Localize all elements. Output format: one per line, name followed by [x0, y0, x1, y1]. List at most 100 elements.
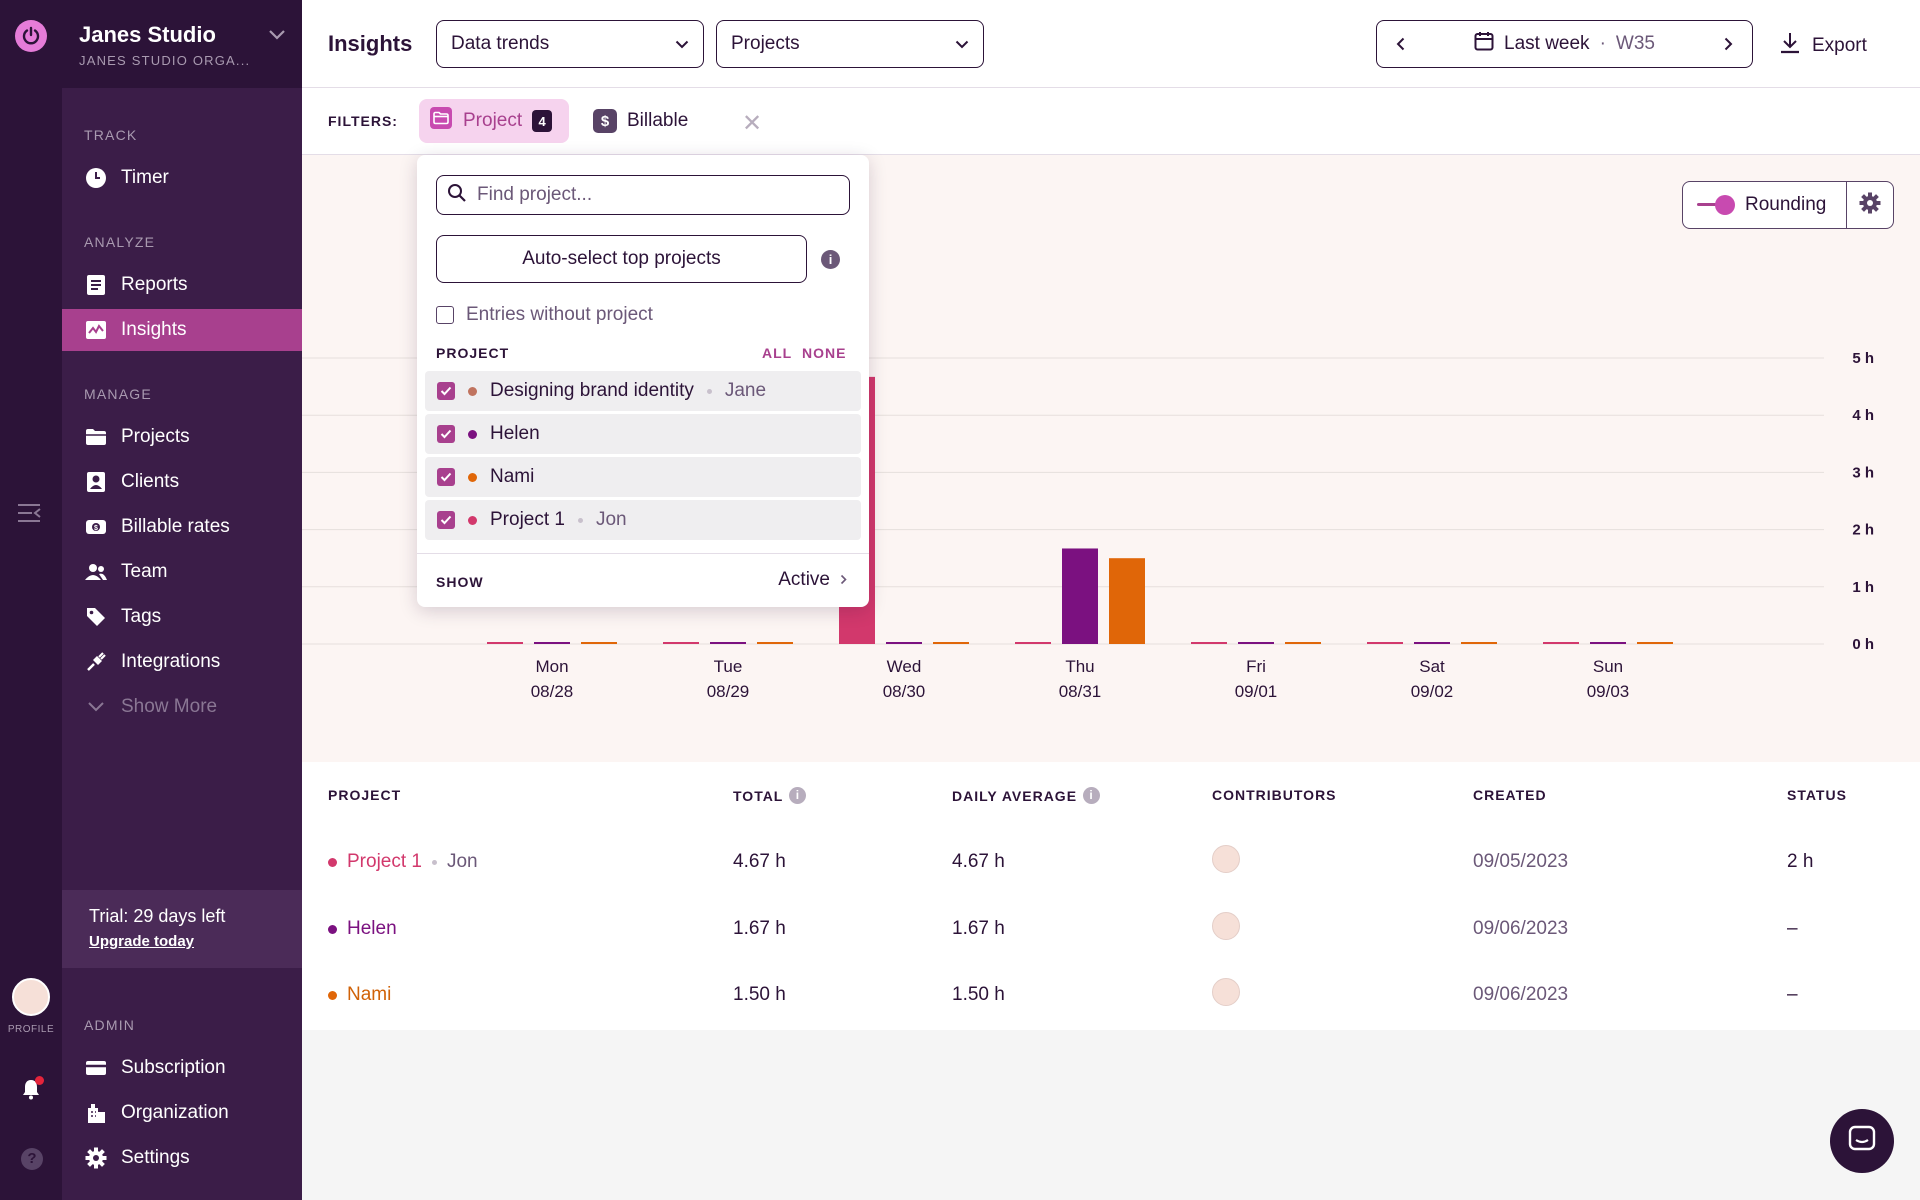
power-logo-icon[interactable]	[15, 20, 47, 52]
sidebar-item-label: Show More	[121, 696, 218, 717]
table-row[interactable]: Nami 1.50 h 1.50 h 09/06/2023 –	[302, 962, 1920, 1028]
search-input[interactable]	[477, 184, 849, 206]
show-label: SHOW	[436, 574, 484, 590]
project-cell: Nami	[328, 984, 391, 1006]
next-week-button[interactable]	[1704, 21, 1752, 67]
clock-icon	[84, 167, 108, 189]
checkbox-checked[interactable]	[437, 468, 455, 486]
group-select-value: Projects	[731, 33, 800, 54]
checkbox[interactable]	[436, 306, 454, 324]
project-filter-chip[interactable]: Project 4	[419, 99, 569, 143]
col-header-created[interactable]: CREATED	[1473, 787, 1547, 803]
folder-icon	[84, 426, 108, 448]
project-name[interactable]: Helen	[347, 918, 397, 939]
table-row[interactable]: Project 1 Jon 4.67 h 4.67 h 09/05/2023 2…	[302, 829, 1920, 895]
total-cell: 1.67 h	[733, 918, 786, 939]
sidebar-item-label: Reports	[121, 274, 188, 295]
col-header-daily-average[interactable]: DAILY AVERAGE i	[952, 787, 1101, 804]
plug-icon	[84, 651, 108, 673]
project-name[interactable]: Project 1	[347, 851, 422, 872]
workspace-switcher[interactable]: Janes Studio JANES STUDIO ORGA...	[62, 0, 302, 88]
workspace-name: Janes Studio	[79, 22, 216, 47]
sidebar-show-more[interactable]: Show More	[62, 686, 302, 728]
sidebar-item-organization[interactable]: Organization	[62, 1092, 302, 1134]
contributor-avatar[interactable]	[1212, 845, 1240, 873]
auto-select-button[interactable]: Auto-select top projects	[436, 235, 807, 283]
group-select[interactable]: Projects	[716, 20, 984, 68]
col-header-status[interactable]: STATUS	[1787, 787, 1847, 803]
bell-icon[interactable]	[21, 1076, 44, 1105]
clear-filters-icon[interactable]: ✕	[742, 110, 763, 137]
select-all-link[interactable]: ALL	[762, 345, 793, 361]
date-range-picker: Last week · W35	[1376, 20, 1753, 68]
select-none-link[interactable]: NONE	[802, 345, 847, 361]
sidebar-item-integrations[interactable]: Integrations	[62, 641, 302, 683]
export-button[interactable]: Export	[1780, 32, 1867, 60]
chart-bar	[1109, 558, 1145, 644]
y-tick-label: 3 h	[1852, 464, 1874, 481]
date-range-label[interactable]: Last week · W35	[1425, 31, 1704, 57]
checkbox-checked[interactable]	[437, 425, 455, 443]
sidebar-item-label: Projects	[121, 426, 190, 447]
profile-avatar[interactable]	[12, 978, 50, 1016]
project-filter-dropdown: Auto-select top projects i Entries witho…	[417, 155, 869, 607]
chat-support-button[interactable]	[1830, 1109, 1894, 1173]
chart-bar-zero	[757, 642, 793, 644]
view-select[interactable]: Data trends	[436, 20, 704, 68]
show-status-selector[interactable]: Active	[778, 569, 847, 591]
help-icon[interactable]: ?	[21, 1148, 43, 1170]
client-name: Jon	[446, 851, 478, 872]
col-header-total[interactable]: TOTAL i	[733, 787, 807, 804]
project-option[interactable]: Designing brand identity Jane	[425, 371, 861, 411]
top-bar: Insights Data trends Projects Last week …	[302, 0, 1920, 88]
chart-bar	[1062, 548, 1098, 644]
sidebar-item-tags[interactable]: Tags	[62, 596, 302, 638]
insights-icon	[84, 319, 108, 341]
project-option[interactable]: Helen	[425, 414, 861, 454]
project-color-dot	[328, 857, 337, 867]
project-option[interactable]: Project 1 Jon	[425, 500, 861, 540]
project-color-dot	[468, 429, 477, 439]
col-header-project[interactable]: PROJECT	[328, 787, 401, 803]
project-list-header: PROJECT	[436, 345, 510, 361]
checkbox-checked[interactable]	[437, 511, 455, 529]
x-tick-date-label: 09/02	[1411, 682, 1454, 701]
billable-filter-chip[interactable]: $ Billable	[593, 99, 688, 143]
show-status-value: Active	[778, 569, 830, 590]
sidebar-item-clients[interactable]: Clients	[62, 461, 302, 503]
sidebar-item-settings[interactable]: Settings	[62, 1137, 302, 1179]
sidebar-item-insights[interactable]: Insights	[62, 309, 302, 351]
project-option[interactable]: Nami	[425, 457, 861, 497]
chart-bar-zero	[487, 642, 523, 644]
chart-bar-zero	[534, 642, 570, 644]
collapse-sidebar-icon[interactable]	[16, 502, 44, 529]
notification-dot	[35, 1076, 44, 1085]
sidebar-item-timer[interactable]: Timer	[62, 157, 302, 199]
project-name[interactable]: Nami	[347, 984, 392, 1005]
contributor-avatar[interactable]	[1212, 912, 1240, 940]
rounding-toggle[interactable]: Rounding	[1683, 182, 1847, 228]
sidebar-item-billable-rates[interactable]: $ Billable rates	[62, 506, 302, 548]
table-row[interactable]: Helen 1.67 h 1.67 h 09/06/2023 –	[302, 896, 1920, 962]
sidebar-item-projects[interactable]: Projects	[62, 416, 302, 458]
sidebar-item-team[interactable]: Team	[62, 551, 302, 593]
money-icon: $	[84, 516, 108, 538]
checkbox-checked[interactable]	[437, 382, 455, 400]
rounding-settings-button[interactable]	[1847, 192, 1893, 219]
sidebar-item-reports[interactable]: Reports	[62, 264, 302, 306]
projects-table: PROJECT TOTAL i DAILY AVERAGE i CONTRIBUTO…	[302, 762, 1920, 1030]
y-tick-label: 0 h	[1852, 636, 1874, 653]
chart-bar-zero	[1590, 642, 1626, 644]
info-icon[interactable]: i	[1083, 787, 1101, 804]
total-cell: 1.50 h	[733, 984, 786, 1005]
sidebar-item-subscription[interactable]: Subscription	[62, 1047, 302, 1089]
info-icon[interactable]: i	[789, 787, 807, 804]
entries-without-project-option[interactable]: Entries without project	[436, 304, 653, 326]
previous-week-button[interactable]	[1377, 21, 1425, 67]
sidebar-item-label: Clients	[121, 471, 180, 492]
contributor-avatar[interactable]	[1212, 978, 1240, 1006]
project-color-dot	[468, 515, 477, 525]
upgrade-link[interactable]: Upgrade today	[89, 933, 195, 950]
info-icon[interactable]: i	[821, 250, 840, 269]
project-option-name: Nami	[490, 466, 535, 487]
